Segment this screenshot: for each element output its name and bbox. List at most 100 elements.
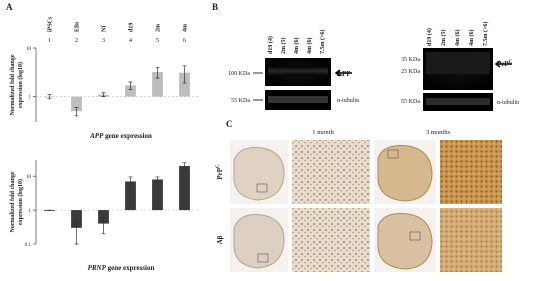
size-marker: 55 KDa — [401, 99, 420, 105]
category-number: 1 — [48, 38, 51, 44]
lane-label: 4m (6) — [306, 38, 313, 55]
row-label: PrPC — [216, 164, 224, 180]
error-bar — [182, 162, 187, 171]
tissue-section — [377, 213, 433, 270]
arrow — [494, 60, 512, 68]
size-marker: 100 KDa — [228, 71, 250, 77]
lane-label: 4m (6) — [468, 30, 475, 47]
bar — [179, 165, 190, 211]
target-name: PrP — [497, 60, 509, 68]
lane-label: 4m (6) — [454, 30, 461, 47]
gene-name: PRNP — [88, 264, 107, 272]
bar — [152, 72, 163, 97]
superscript: C — [216, 164, 221, 168]
category-number: 2 — [75, 38, 78, 44]
lane-label: 7.5m (>6) — [482, 22, 489, 46]
gene-name: APP — [89, 132, 104, 140]
blot-labels: d19 (4) 2m (5) 4m (6) 4m (6) 7.5m (>6) 100 KD… — [228, 30, 359, 104]
category-label: EBs — [75, 21, 81, 32]
lane-label: d19 (4) — [267, 36, 274, 54]
error-bar — [101, 217, 106, 235]
bar — [71, 210, 82, 228]
y-tick-label: 0.1 — [25, 243, 32, 248]
category-number: 3 — [102, 38, 105, 44]
blot-labels: d19 (4) 2m (5) 4m (6) 4m (6) 7.5m (>6) 35 KDa… — [401, 22, 519, 106]
arrow — [334, 69, 352, 77]
bar — [125, 85, 136, 97]
row-name: PrP — [216, 167, 224, 179]
lane-label: 4m (6) — [293, 38, 300, 55]
bar-chart: 0.1 1 10 Normalized fold change expression (… — [10, 160, 198, 272]
error-bar — [128, 81, 133, 90]
category-label: 2m — [156, 24, 162, 32]
lane-label: 2m (5) — [440, 30, 447, 47]
chart-title: PRNP gene expression — [88, 264, 155, 272]
category-number: 6 — [183, 38, 186, 44]
micrograph — [292, 208, 370, 272]
chart-title: APP gene expression — [89, 132, 152, 140]
category-label: NI — [102, 25, 108, 32]
loading-label: α-tubulin — [497, 100, 519, 106]
inset-box — [257, 253, 269, 263]
column-label: 3 months — [426, 129, 450, 136]
size-marker: 35 KDa — [401, 57, 420, 63]
bar — [44, 210, 55, 211]
error-bar — [74, 219, 79, 245]
micrograph — [440, 140, 502, 204]
error-bar — [182, 65, 187, 84]
y-axis-label: expression (log10) — [17, 179, 24, 225]
panel-label: A — [6, 2, 13, 12]
category-label: 4m — [183, 24, 189, 32]
y-axis-label: Normalized fold change — [10, 171, 16, 232]
blot-band — [426, 52, 490, 74]
tissue-section — [233, 147, 285, 201]
target-label: APP — [337, 70, 351, 78]
y-axis-label: Normalized fold change — [10, 54, 16, 115]
error-bar — [128, 176, 133, 189]
bar — [98, 210, 109, 224]
error-bar — [155, 66, 160, 79]
error-bar — [47, 94, 52, 100]
inset-box — [409, 231, 421, 241]
row-name: Aβ — [216, 235, 224, 244]
tissue-section — [377, 145, 433, 202]
error-bar — [155, 176, 160, 183]
error-bar — [101, 92, 106, 97]
bar — [71, 96, 82, 112]
western-blot — [423, 48, 512, 111]
lane-label: 2m (5) — [280, 38, 287, 55]
bar — [125, 181, 136, 211]
blot-band — [426, 98, 490, 105]
y-tick-label: 1 — [29, 96, 32, 101]
y-tick-label: 10 — [26, 175, 32, 180]
blot-band — [268, 96, 328, 103]
y-axis-label: expression (log10) — [17, 62, 24, 108]
y-tick-label: 1 — [29, 209, 32, 214]
category-label: d19 — [129, 23, 135, 32]
blot-band — [268, 66, 328, 76]
bar — [152, 179, 163, 211]
row-label: Aβ — [216, 235, 224, 244]
western-blot — [253, 58, 352, 110]
tissue-section — [233, 214, 285, 269]
lane-label: d19 (4) — [426, 28, 433, 46]
loading-label: α-tubulin — [337, 98, 359, 104]
size-marker: 55 KDa — [231, 98, 250, 104]
bar — [179, 72, 190, 97]
y-tick-label: 10 — [26, 47, 32, 52]
target-label: PrPC — [497, 60, 513, 68]
histology-grid — [230, 140, 502, 272]
title-text: gene expression — [105, 132, 152, 140]
micrograph — [292, 140, 370, 204]
error-bar — [74, 107, 79, 117]
inset-box — [256, 183, 268, 193]
lane-label: 7.5m (>6) — [319, 30, 326, 54]
title-text: gene expression — [108, 264, 155, 272]
category-label: iPSCs — [48, 16, 54, 32]
category-number: 5 — [156, 38, 159, 44]
category-number: 4 — [129, 38, 132, 44]
size-marker: 25 KDa — [401, 69, 420, 75]
panel-label: C — [226, 119, 233, 129]
panel-label: B — [212, 2, 218, 12]
